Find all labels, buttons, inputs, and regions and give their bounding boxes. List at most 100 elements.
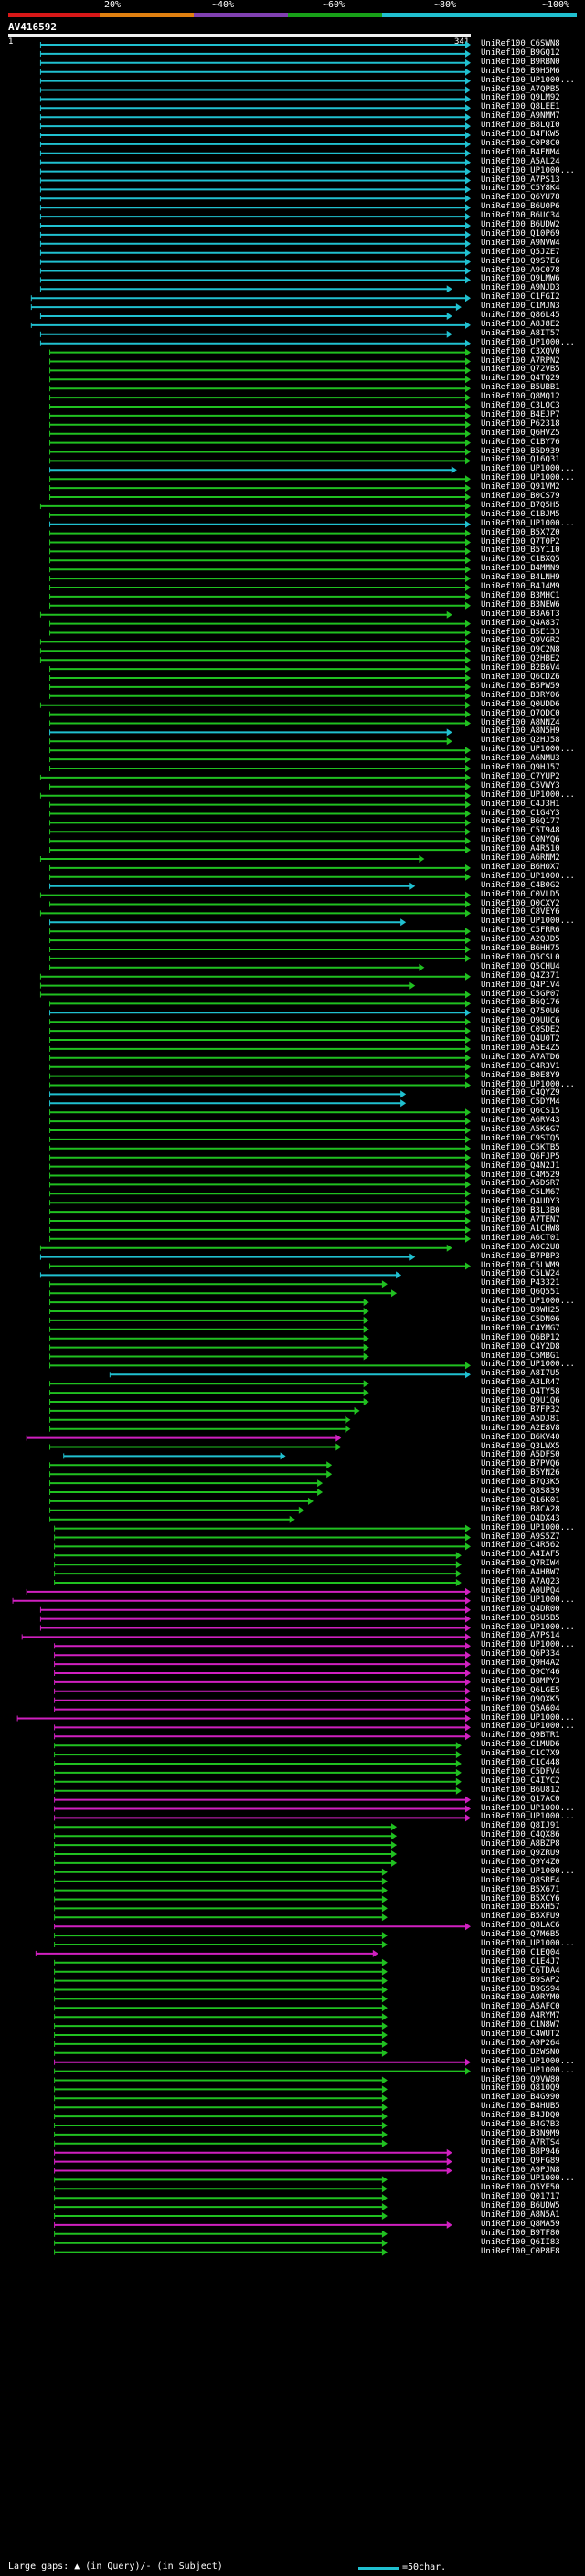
hit-label[interactable]: UniRef100_Q4Z371 xyxy=(481,970,560,981)
hit-label[interactable]: UniRef100_B9RBN0 xyxy=(481,57,560,67)
hit-alignment[interactable] xyxy=(39,1624,471,1632)
hit-alignment[interactable] xyxy=(49,747,471,755)
hit-label[interactable]: UniRef100_C5LW24 xyxy=(481,1269,560,1279)
hit-label[interactable]: UniRef100_A1CHW8 xyxy=(481,1224,560,1234)
hit-label[interactable]: UniRef100_C4J3H1 xyxy=(481,799,560,809)
hit-label[interactable]: UniRef100_C4B0G2 xyxy=(481,880,560,890)
hit-alignment[interactable] xyxy=(54,1868,388,1876)
hit-label[interactable]: UniRef100_Q4N2J1 xyxy=(481,1161,560,1171)
hit-label[interactable]: UniRef100_C5DFV4 xyxy=(481,1766,560,1776)
hit-alignment[interactable] xyxy=(54,2176,388,2184)
hit-label[interactable]: UniRef100_Q4UDY3 xyxy=(481,1197,560,1207)
hit-alignment[interactable] xyxy=(54,2157,452,2166)
hit-alignment[interactable] xyxy=(54,2212,388,2220)
hit-label[interactable]: UniRef100_P62318 xyxy=(481,419,560,429)
hit-alignment[interactable] xyxy=(54,2185,388,2193)
hit-alignment[interactable] xyxy=(49,538,471,546)
hit-alignment[interactable] xyxy=(49,1190,471,1198)
hit-label[interactable]: UniRef100_UP1000... xyxy=(481,1297,575,1307)
hit-alignment[interactable] xyxy=(54,2221,452,2229)
hit-alignment[interactable] xyxy=(49,1235,471,1243)
hit-label[interactable]: UniRef100_B5YN26 xyxy=(481,1468,560,1479)
hit-label[interactable]: UniRef100_A6RV43 xyxy=(481,1116,560,1126)
hit-alignment[interactable] xyxy=(49,782,471,790)
hit-label[interactable]: UniRef100_C1EQ04 xyxy=(481,1947,560,1957)
hit-alignment[interactable] xyxy=(49,529,471,537)
hit-alignment[interactable] xyxy=(39,104,471,112)
hit-label[interactable]: UniRef100_C1BXQ5 xyxy=(481,555,560,565)
hit-label[interactable]: UniRef100_C1BJM5 xyxy=(481,509,560,519)
hit-label[interactable]: UniRef100_Q5CHU4 xyxy=(481,961,560,971)
hit-label[interactable]: UniRef100_C1BY76 xyxy=(481,437,560,447)
hit-label[interactable]: UniRef100_Q9ZRU9 xyxy=(481,1849,560,1858)
hit-alignment[interactable] xyxy=(54,1533,471,1542)
hit-label[interactable]: UniRef100_Q9HJ57 xyxy=(481,763,560,772)
hit-alignment[interactable] xyxy=(49,1162,471,1171)
hit-label[interactable]: UniRef100_Q91VM2 xyxy=(481,482,560,493)
hit-label[interactable]: UniRef100_UP1000... xyxy=(481,917,575,927)
hit-label[interactable]: UniRef100_A4RYM7 xyxy=(481,2011,560,2021)
hit-alignment[interactable] xyxy=(49,810,471,818)
hit-alignment[interactable] xyxy=(49,411,471,419)
hit-alignment[interactable] xyxy=(49,1262,471,1270)
hit-label[interactable]: UniRef100_A7TEN7 xyxy=(481,1215,560,1224)
hit-label[interactable]: UniRef100_B2WSN0 xyxy=(481,2047,560,2057)
hit-label[interactable]: UniRef100_A7ATD6 xyxy=(481,1052,560,1062)
hit-label[interactable]: UniRef100_Q4TY58 xyxy=(481,1387,560,1397)
hit-alignment[interactable] xyxy=(54,2094,388,2103)
hit-label[interactable]: UniRef100_UP1000... xyxy=(481,745,575,755)
hit-alignment[interactable] xyxy=(54,2230,388,2238)
hit-alignment[interactable] xyxy=(49,692,471,700)
hit-label[interactable]: UniRef100_B4FKW5 xyxy=(481,130,560,139)
hit-label[interactable]: UniRef100_Q2HJ58 xyxy=(481,736,560,746)
hit-alignment[interactable] xyxy=(54,1796,471,1804)
hit-alignment[interactable] xyxy=(54,1561,462,1569)
hit-label[interactable]: UniRef100_Q86L45 xyxy=(481,311,560,320)
hit-label[interactable]: UniRef100_Q810Q9 xyxy=(481,2083,560,2094)
hit-label[interactable]: UniRef100_Q8LAC6 xyxy=(481,1921,560,1931)
hit-alignment[interactable] xyxy=(39,502,471,510)
hit-label[interactable]: UniRef100_Q9C2N8 xyxy=(481,645,560,655)
hit-alignment[interactable] xyxy=(39,213,471,221)
hit-alignment[interactable] xyxy=(49,828,471,836)
hit-label[interactable]: UniRef100_Q8IJ91 xyxy=(481,1821,560,1831)
hit-label[interactable]: UniRef100_C6TDA4 xyxy=(481,1966,560,1976)
hit-label[interactable]: UniRef100_Q6HVZ5 xyxy=(481,428,560,438)
hit-label[interactable]: UniRef100_Q6CS15 xyxy=(481,1107,560,1117)
hit-label[interactable]: UniRef100_Q2HBE2 xyxy=(481,654,560,664)
hit-alignment[interactable] xyxy=(54,1524,471,1532)
hit-label[interactable]: UniRef100_B6Q177 xyxy=(481,817,560,827)
hit-alignment[interactable] xyxy=(54,1841,398,1850)
hit-label[interactable]: UniRef100_A5AFC0 xyxy=(481,2002,560,2012)
hit-alignment[interactable] xyxy=(39,339,471,347)
hit-label[interactable]: UniRef100_Q9BTR1 xyxy=(481,1731,560,1741)
hit-label[interactable]: UniRef100_Q01717 xyxy=(481,2192,560,2202)
hit-label[interactable]: UniRef100_B8CA28 xyxy=(481,1504,560,1514)
hit-alignment[interactable] xyxy=(39,313,452,320)
hit-alignment[interactable] xyxy=(49,520,471,528)
hit-alignment[interactable] xyxy=(49,900,471,908)
hit-label[interactable]: UniRef100_Q4A837 xyxy=(481,618,560,628)
hit-alignment[interactable] xyxy=(39,195,471,203)
hit-alignment[interactable] xyxy=(49,429,471,438)
hit-label[interactable]: UniRef100_C4R562 xyxy=(481,1541,560,1551)
hit-alignment[interactable] xyxy=(54,1886,388,1894)
hit-label[interactable]: UniRef100_P43321 xyxy=(481,1278,560,1288)
hit-alignment[interactable] xyxy=(39,68,471,76)
hit-label[interactable]: UniRef100_C1MJN3 xyxy=(481,302,560,312)
hit-label[interactable]: UniRef100_A8NNZ4 xyxy=(481,717,560,727)
hit-alignment[interactable] xyxy=(54,1895,388,1903)
hit-alignment[interactable] xyxy=(39,1615,471,1623)
hit-alignment[interactable] xyxy=(54,1751,462,1759)
hit-alignment[interactable] xyxy=(39,972,471,981)
hit-label[interactable]: UniRef100_B2B6V4 xyxy=(481,663,560,673)
hit-alignment[interactable] xyxy=(49,1090,407,1098)
hit-alignment[interactable] xyxy=(54,2104,388,2112)
hit-label[interactable]: UniRef100_Q9LM92 xyxy=(481,93,560,103)
hit-alignment[interactable] xyxy=(35,1949,378,1957)
hit-alignment[interactable] xyxy=(49,357,471,366)
hit-alignment[interactable] xyxy=(21,1633,471,1641)
hit-alignment[interactable] xyxy=(49,1063,471,1071)
hit-alignment[interactable] xyxy=(54,1977,388,1985)
hit-alignment[interactable] xyxy=(39,230,471,239)
